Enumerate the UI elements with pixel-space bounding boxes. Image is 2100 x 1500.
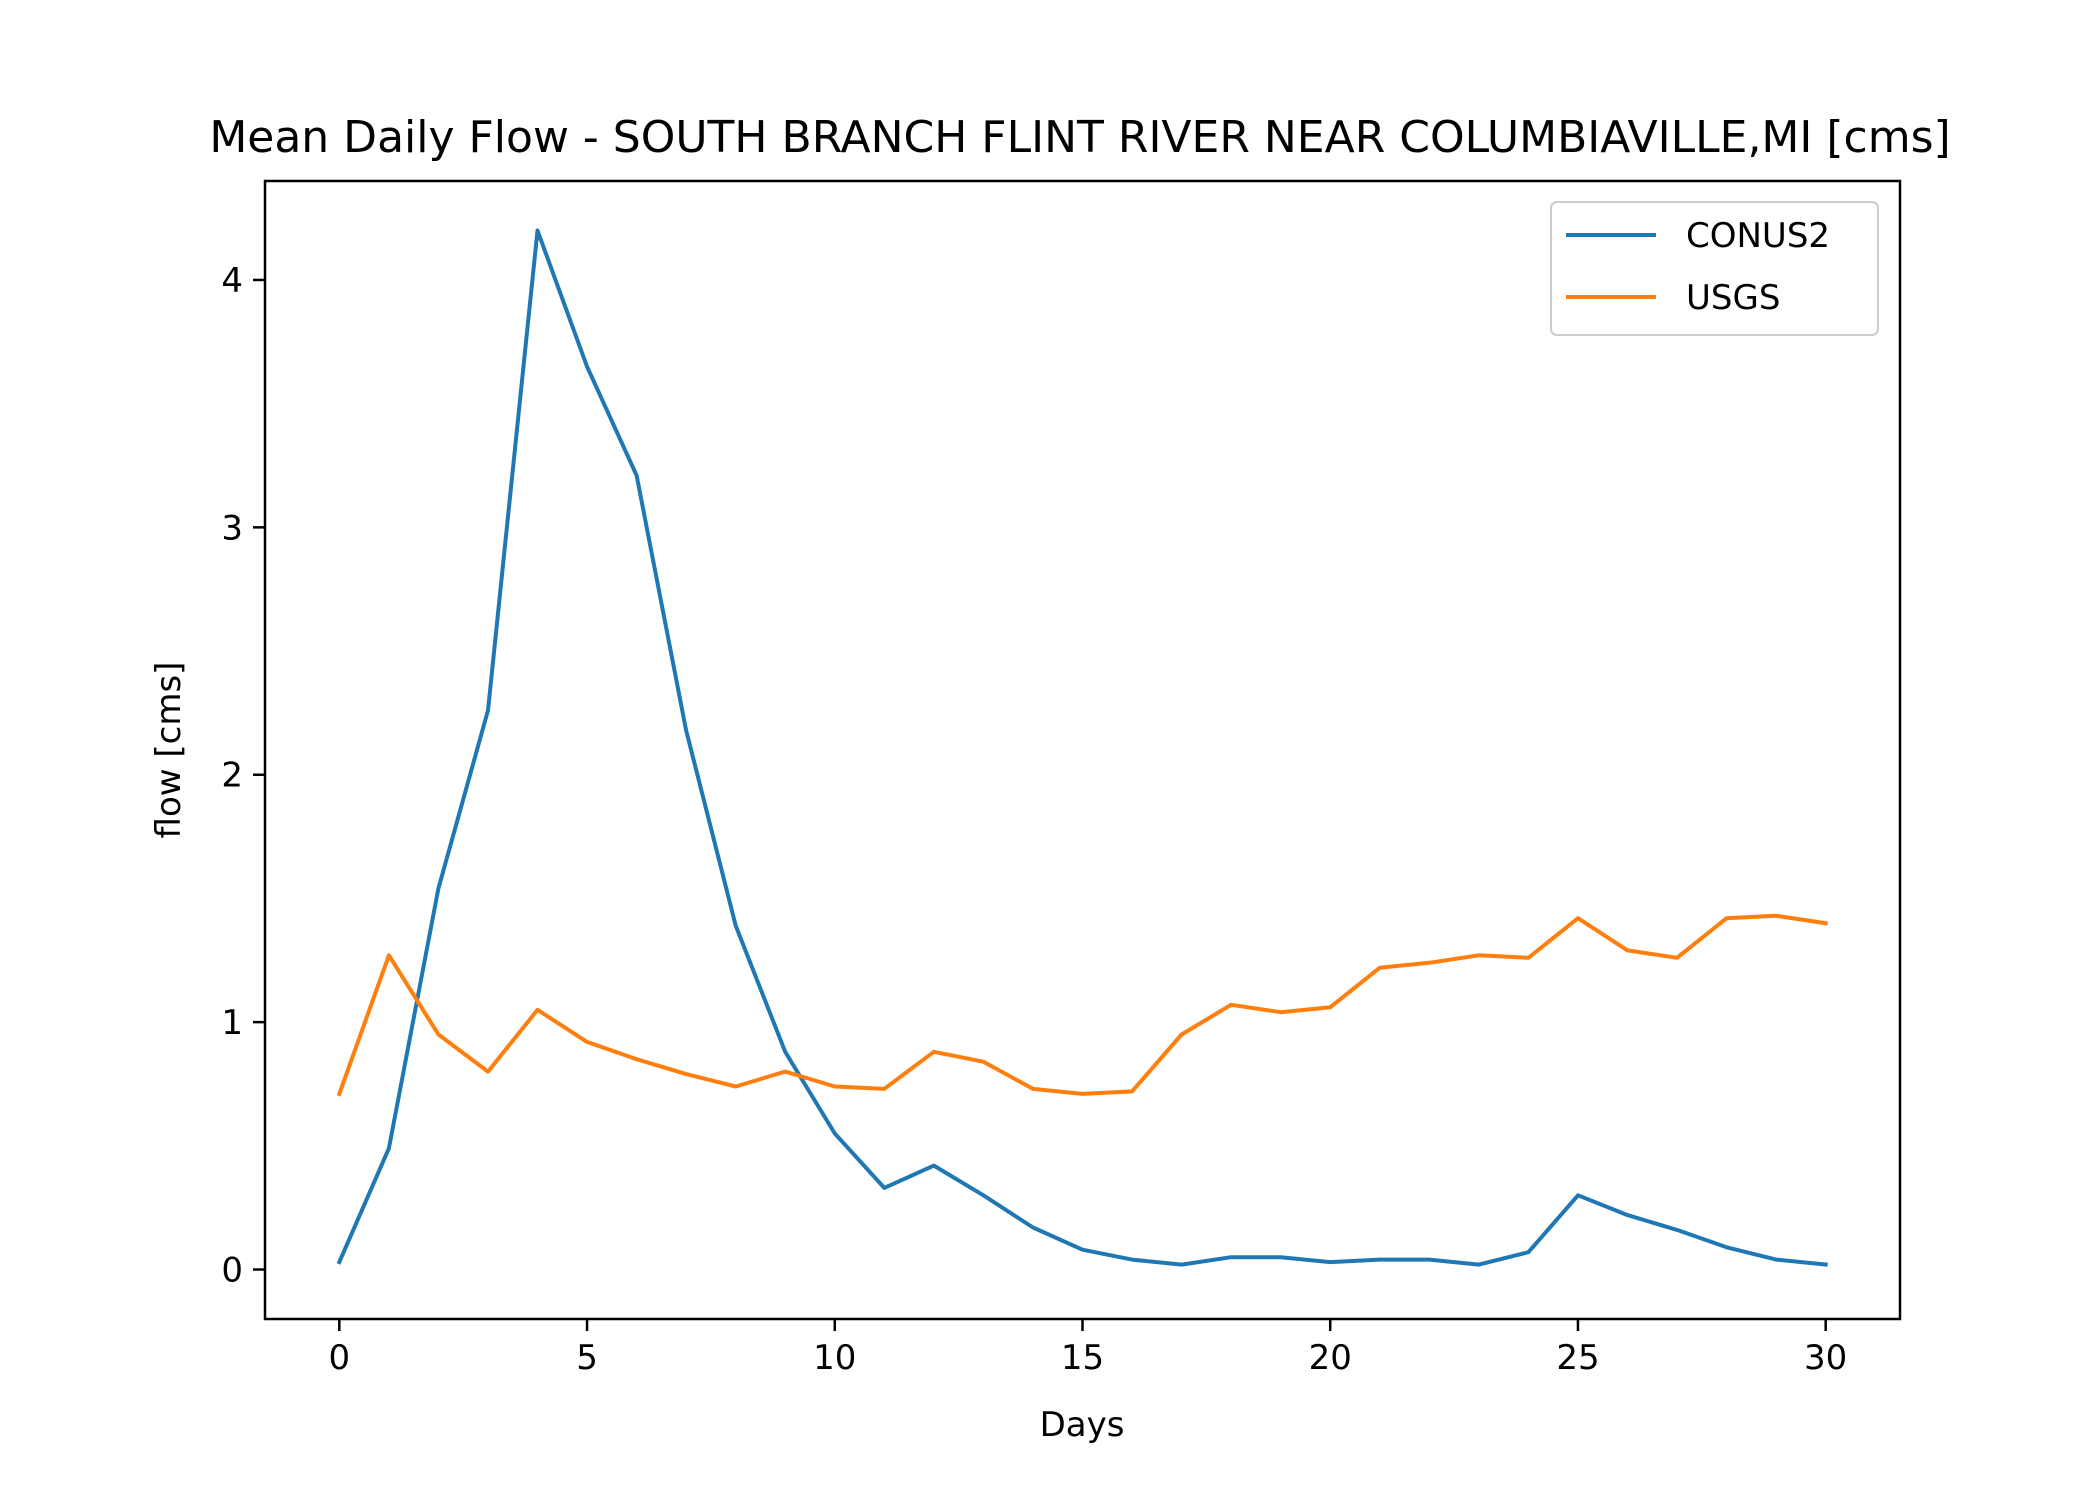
y-tick-label: 1 <box>221 1003 243 1043</box>
x-tick-label: 20 <box>1309 1338 1352 1378</box>
x-tick-label: 0 <box>328 1338 350 1378</box>
y-axis: 0 1 2 3 4 <box>221 261 265 1291</box>
y-tick-label: 4 <box>221 261 243 301</box>
series-line-conus2 <box>336 228 1828 1267</box>
x-tick-label: 5 <box>576 1338 598 1378</box>
x-tick-label: 15 <box>1061 1338 1104 1378</box>
plot-area <box>263 179 1902 1321</box>
y-tick-label: 2 <box>221 756 243 796</box>
plot-frame <box>263 179 1902 1321</box>
legend: CONUS2 USGS <box>1550 201 1879 336</box>
chart-title: Mean Daily Flow - SOUTH BRANCH FLINT RIV… <box>209 112 1950 163</box>
y-tick-label: 3 <box>221 508 243 548</box>
series-layer <box>336 228 1828 1267</box>
x-tick-label: 30 <box>1804 1338 1847 1378</box>
y-axis-label: flow [cms] <box>149 662 189 839</box>
legend-label-usgs: USGS <box>1686 278 1780 318</box>
series-line-usgs <box>336 913 1828 1097</box>
x-axis-label: Days <box>1040 1405 1125 1445</box>
x-tick-label: 10 <box>813 1338 856 1378</box>
legend-label-conus2: CONUS2 <box>1686 216 1830 256</box>
y-tick-label: 0 <box>221 1251 243 1291</box>
x-tick-label: 25 <box>1556 1338 1599 1378</box>
x-axis: 0 5 10 15 20 25 30 <box>328 1319 1847 1378</box>
